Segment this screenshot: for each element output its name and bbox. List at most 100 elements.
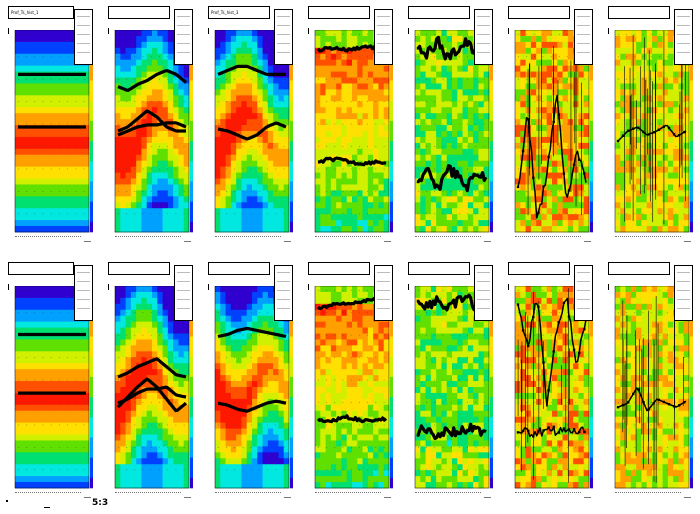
- profile-marker: [532, 176, 535, 179]
- stats-line: [477, 290, 490, 291]
- profile-marker: [683, 130, 686, 134]
- profile-marker: [432, 179, 435, 182]
- profile-marker: [557, 431, 560, 434]
- heatmap-plot: [614, 286, 693, 489]
- y-axis-tick: [8, 284, 13, 290]
- x-axis-end-mark: [584, 497, 591, 499]
- profile-marker: [442, 307, 445, 310]
- x-axis-ticks: [115, 236, 181, 238]
- plot-frame: [114, 30, 190, 233]
- profile-marker: [616, 139, 620, 143]
- x-axis-ticks: [415, 492, 481, 494]
- x-axis-end-mark: [284, 497, 291, 499]
- x-axis-end-mark: [484, 241, 491, 243]
- stats-box: [374, 265, 393, 321]
- panel-title: [308, 262, 370, 275]
- y-axis-tick: [608, 28, 613, 34]
- stats-line: [177, 43, 190, 44]
- profile-marker: [457, 432, 460, 435]
- plot-frame: [414, 286, 490, 489]
- x-axis-end-mark: [284, 241, 291, 243]
- stats-line: [77, 308, 90, 309]
- x-axis-end-mark: [484, 497, 491, 499]
- color-scale: [290, 286, 293, 489]
- heatmap-plot: [614, 30, 693, 233]
- stats-line: [77, 52, 90, 53]
- stats-line: [377, 34, 390, 35]
- stats-box: [274, 9, 293, 65]
- y-axis-tick: [108, 28, 113, 34]
- profile-marker: [427, 47, 430, 50]
- stats-line: [477, 25, 490, 26]
- profile-marker: [437, 185, 440, 188]
- panel-title: [408, 262, 470, 275]
- panel-title: [508, 6, 570, 19]
- stats-line: [177, 281, 190, 282]
- x-axis-ticks: [415, 236, 481, 238]
- stats-box: [474, 265, 493, 321]
- stats-box: [574, 9, 593, 65]
- panel-title: [108, 6, 170, 19]
- profile-marker: [647, 133, 650, 136]
- stats-line: [477, 281, 490, 282]
- profile-marker: [572, 348, 576, 352]
- profile-marker: [578, 430, 581, 434]
- profile-marker: [462, 298, 466, 301]
- stats-line: [77, 290, 90, 291]
- plot-frame: [14, 30, 90, 233]
- profile-line-1: [517, 297, 587, 407]
- stats-line: [277, 308, 290, 309]
- profile-marker: [467, 40, 471, 43]
- y-axis-tick: [208, 28, 213, 34]
- profile-marker: [442, 51, 445, 55]
- profile-marker: [432, 299, 435, 303]
- profile-marker: [557, 321, 560, 324]
- profile-line-2: [116, 377, 188, 413]
- stats-line: [177, 290, 190, 291]
- stats-line: [77, 34, 90, 35]
- stats-line: [577, 281, 590, 282]
- profile-marker: [442, 174, 445, 177]
- x-axis-end-mark: [84, 497, 91, 499]
- profile-marker: [462, 429, 466, 433]
- profile-marker: [627, 401, 630, 404]
- stats-line: [577, 299, 590, 300]
- heatmap-panel-9: [108, 262, 200, 502]
- profile-marker: [552, 350, 555, 353]
- profile-marker: [672, 133, 676, 136]
- stats-box: [74, 9, 93, 65]
- stats-line: [377, 299, 390, 300]
- stats-line: [177, 52, 190, 53]
- profile-marker: [683, 401, 686, 404]
- plot-frame: [114, 286, 190, 489]
- plot-frame: [614, 286, 690, 489]
- x-axis-ticks: [315, 236, 381, 238]
- stats-line: [77, 43, 90, 44]
- stats-line: [577, 290, 590, 291]
- profile-marker: [427, 427, 430, 430]
- heatmap-panel-12: [408, 262, 500, 502]
- profile-line-2: [217, 121, 287, 141]
- profile-marker: [478, 427, 481, 430]
- profile-marker: [552, 120, 555, 124]
- profile-marker: [547, 389, 550, 392]
- x-axis-end-mark: [384, 241, 391, 243]
- profile-marker: [416, 299, 420, 303]
- heatmap-cells: [415, 286, 490, 489]
- panel-title: [408, 6, 470, 19]
- y-axis-tick: [508, 284, 513, 290]
- profile-marker: [547, 155, 550, 159]
- heatmap-panel-8: [8, 262, 100, 502]
- stats-box: [474, 9, 493, 65]
- heatmap-cells: [415, 30, 490, 233]
- y-axis-tick: [308, 284, 313, 290]
- panel-title: [608, 262, 670, 275]
- profile-marker: [572, 163, 576, 166]
- profile-marker: [547, 426, 550, 429]
- stats-line: [377, 43, 390, 44]
- profile-marker: [516, 185, 520, 189]
- profile-marker: [457, 175, 460, 179]
- profile-line-1: [217, 326, 287, 339]
- color-scale: [690, 30, 693, 233]
- x-axis-ticks: [215, 236, 281, 238]
